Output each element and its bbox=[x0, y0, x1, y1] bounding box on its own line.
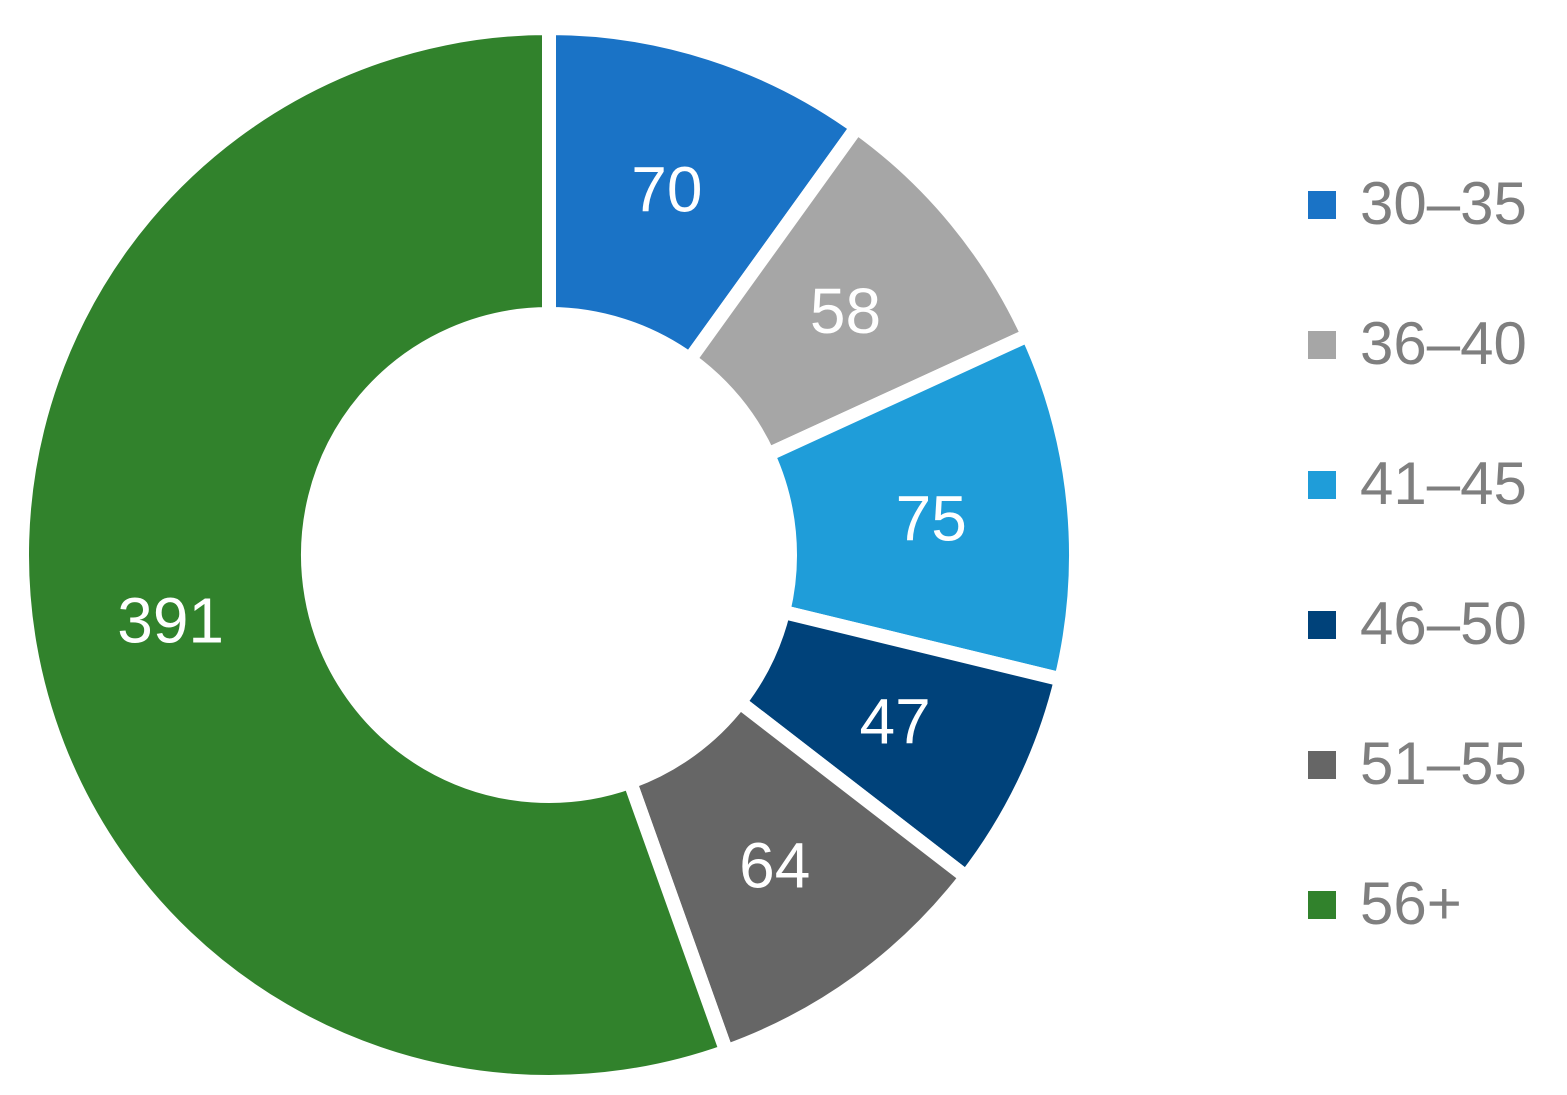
slice-30-35 bbox=[542, 20, 867, 370]
legend-label: 46–50 bbox=[1360, 590, 1527, 657]
legend-item: 46–50 bbox=[1308, 588, 1563, 659]
slice-51-55 bbox=[621, 692, 977, 1061]
legend-label: 51–55 bbox=[1360, 730, 1527, 797]
data-labels-group: 70 58 75 47 64 391 bbox=[117, 154, 967, 902]
legend-item: 56+ bbox=[1308, 868, 1563, 939]
legend-label: 36–40 bbox=[1360, 310, 1527, 377]
legend-label: 30–35 bbox=[1360, 170, 1527, 237]
legend-item: 51–55 bbox=[1308, 728, 1563, 799]
data-label: 75 bbox=[896, 482, 967, 554]
data-label: 47 bbox=[860, 685, 931, 757]
legend: 30–35 36–40 41–45 46–50 51–55 56+ bbox=[1308, 168, 1563, 1008]
slice-41-45 bbox=[758, 326, 1083, 688]
data-label: 64 bbox=[739, 830, 810, 902]
legend-swatch bbox=[1308, 611, 1336, 639]
legend-swatch bbox=[1308, 891, 1336, 919]
legend-swatch bbox=[1308, 471, 1336, 499]
data-label: 391 bbox=[117, 585, 224, 657]
slices-group bbox=[15, 20, 1083, 1089]
legend-item: 41–45 bbox=[1308, 448, 1563, 519]
legend-swatch bbox=[1308, 191, 1336, 219]
legend-swatch bbox=[1308, 751, 1336, 779]
legend-item: 36–40 bbox=[1308, 308, 1563, 379]
data-label: 70 bbox=[631, 154, 702, 226]
slice-56 bbox=[15, 20, 736, 1089]
data-label: 58 bbox=[810, 275, 881, 347]
legend-label: 41–45 bbox=[1360, 450, 1527, 517]
legend-label: 56+ bbox=[1360, 870, 1462, 937]
legend-swatch bbox=[1308, 331, 1336, 359]
legend-item: 30–35 bbox=[1308, 168, 1563, 239]
